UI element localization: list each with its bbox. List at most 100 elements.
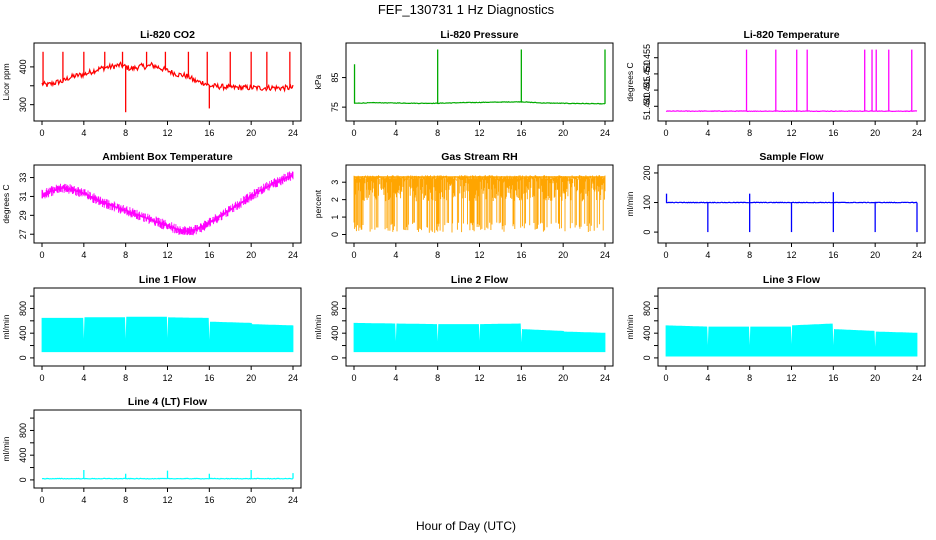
x-tick-label: 0 <box>663 128 668 138</box>
panel-4: Ambient Box Temperature degrees C 0 4 8 12 16 2… <box>1 151 302 260</box>
x-tick-label: 8 <box>123 250 128 260</box>
x-tick-label: 16 <box>516 373 526 383</box>
x-tick-label: 24 <box>600 250 610 260</box>
y-tick-label: 0 <box>642 230 652 235</box>
y-tick-label: 0 <box>642 355 652 360</box>
y-tick-label: 400 <box>18 59 28 74</box>
panel-2: Li-820 Pressure kPa 0 4 8 12 16 20 24 75 85 <box>313 29 614 138</box>
plot-frame <box>33 42 302 122</box>
y-axis-label: ml/min <box>625 191 635 216</box>
panel-title: Line 3 Flow <box>763 274 821 286</box>
x-tick-label: 4 <box>81 250 86 260</box>
y-axis-label: degrees C <box>1 184 11 223</box>
figure-title: FEF_130731 1 Hz Diagnostics <box>378 2 555 17</box>
y-tick-label: 0 <box>18 477 28 482</box>
x-tick-label: 12 <box>162 128 172 138</box>
y-axis-label: percent <box>313 189 323 218</box>
x-tick-label: 12 <box>786 250 796 260</box>
y-axis-label: Licor ppm <box>1 63 11 100</box>
panel-6: Sample Flow ml/min 0 4 8 12 16 20 24 0 100 200 <box>625 151 926 260</box>
x-tick-label: 4 <box>81 373 86 383</box>
x-tick-label: 8 <box>435 250 440 260</box>
series-line <box>665 110 918 113</box>
x-tick-label: 12 <box>162 250 172 260</box>
y-axis-label: ml/min <box>1 436 11 461</box>
y-axis-label: ml/min <box>625 314 635 339</box>
x-tick-label: 16 <box>516 128 526 138</box>
y-tick-label: 400 <box>642 326 652 341</box>
panel-9: Line 3 Flow ml/min 0 4 8 12 16 20 24 0 400 800 <box>625 274 926 383</box>
series-line <box>353 101 606 105</box>
x-tick-label: 20 <box>870 250 880 260</box>
y-tick-label: 0 <box>18 355 28 360</box>
x-tick-label: 12 <box>474 128 484 138</box>
plot-frame <box>657 42 926 122</box>
y-tick-label: 85 <box>330 73 340 83</box>
x-tick-label: 4 <box>81 128 86 138</box>
series-marks <box>353 322 606 353</box>
panel-7: Line 1 Flow ml/min 0 4 8 12 16 20 24 0 400 800 <box>1 274 302 383</box>
x-tick-label: 4 <box>393 373 398 383</box>
x-tick-label: 20 <box>558 373 568 383</box>
y-tick-label: 800 <box>18 301 28 316</box>
panel-title: Li-820 CO2 <box>140 29 195 41</box>
x-tick-label: 16 <box>828 128 838 138</box>
x-tick-label: 16 <box>516 250 526 260</box>
x-tick-label: 16 <box>204 128 214 138</box>
panel-title: Li-820 Temperature <box>743 29 839 41</box>
x-tick-label: 20 <box>246 495 256 505</box>
x-tick-label: 12 <box>474 250 484 260</box>
y-axis-label: ml/min <box>1 314 11 339</box>
x-tick-label: 24 <box>600 373 610 383</box>
x-tick-label: 8 <box>747 128 752 138</box>
y-tick-label: 800 <box>18 423 28 438</box>
x-tick-label: 24 <box>288 128 298 138</box>
y-tick-label: 200 <box>642 165 652 180</box>
series-marks <box>41 51 294 113</box>
series-marks <box>353 175 606 233</box>
x-tick-label: 24 <box>288 495 298 505</box>
y-tick-label: 51.455 <box>642 44 652 72</box>
plot-frame <box>33 164 302 244</box>
panel-title: Line 2 Flow <box>451 274 509 286</box>
y-tick-label: 2 <box>330 197 340 202</box>
x-tick-label: 8 <box>123 128 128 138</box>
x-tick-label: 20 <box>558 250 568 260</box>
series-marks <box>41 316 294 353</box>
y-tick-label: 31 <box>18 191 28 201</box>
y-tick-label: 0 <box>330 355 340 360</box>
y-tick-label: 400 <box>330 326 340 341</box>
panel-3: Li-820 Temperature degrees C 0 4 8 12 16 20 24 51… <box>625 29 926 138</box>
x-tick-label: 4 <box>705 128 710 138</box>
series-marks <box>665 323 918 357</box>
x-tick-label: 16 <box>204 250 214 260</box>
panel-10: Line 4 (LT) Flow ml/min 0 4 8 12 16 20 24 0 400 800 <box>1 396 302 505</box>
series-marks <box>353 49 606 105</box>
y-axis-label: degrees C <box>625 62 635 101</box>
plot-frame <box>345 42 614 122</box>
x-tick-label: 20 <box>870 373 880 383</box>
x-tick-label: 4 <box>81 495 86 505</box>
x-tick-label: 8 <box>123 373 128 383</box>
series-line <box>41 61 294 93</box>
x-tick-label: 4 <box>393 250 398 260</box>
x-tick-label: 20 <box>246 373 256 383</box>
x-tick-label: 24 <box>288 373 298 383</box>
series-line <box>41 174 294 233</box>
x-tick-label: 0 <box>39 373 44 383</box>
x-tick-label: 16 <box>828 250 838 260</box>
y-axis-label: ml/min <box>313 314 323 339</box>
x-tick-label: 20 <box>558 128 568 138</box>
flow-area <box>665 323 918 357</box>
x-tick-label: 4 <box>705 373 710 383</box>
flow-area <box>41 316 294 353</box>
y-tick-label: 100 <box>642 195 652 210</box>
y-axis-label: kPa <box>313 74 323 89</box>
series-marks <box>41 171 294 236</box>
x-tick-label: 16 <box>828 373 838 383</box>
x-tick-label: 12 <box>786 128 796 138</box>
x-tick-label: 12 <box>162 495 172 505</box>
y-tick-label: 800 <box>642 301 652 316</box>
